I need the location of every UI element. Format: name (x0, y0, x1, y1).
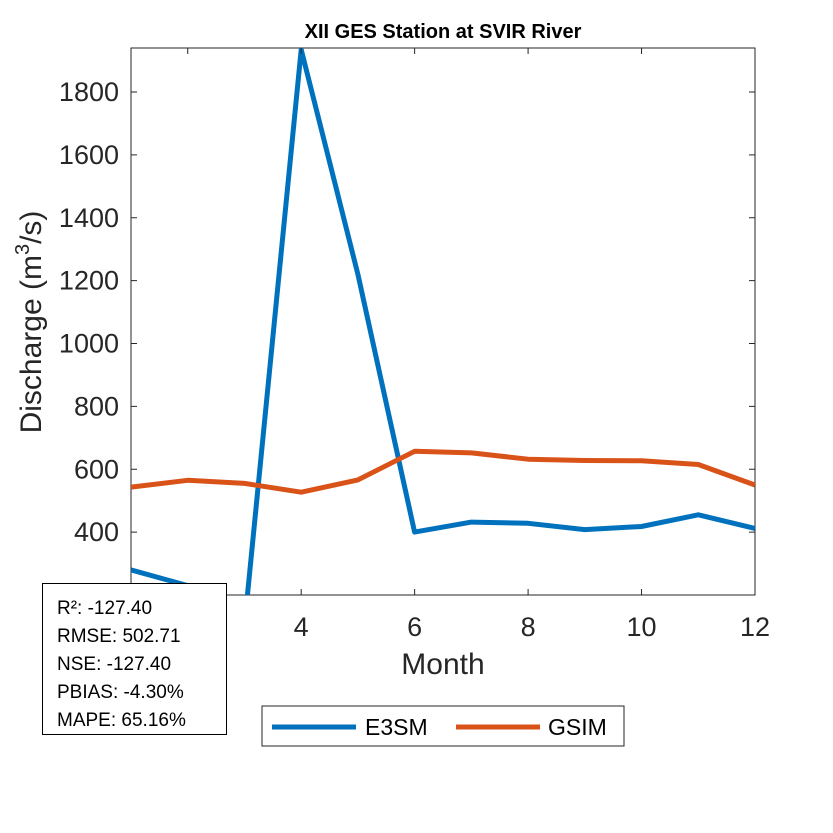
stat-pbias: PBIAS: -4.30% (57, 682, 184, 703)
series-line-e3sm (131, 48, 755, 595)
legend-label-e3sm: E3SM (365, 714, 428, 740)
y-tick-label: 1600 (59, 140, 119, 170)
series-layer (131, 48, 755, 595)
x-tick-label: 6 (407, 612, 422, 642)
chart-title: XII GES Station at SVIR River (305, 21, 582, 43)
legend: E3SM GSIM (261, 705, 625, 747)
stat-rmse: RMSE: 502.71 (57, 626, 181, 647)
y-axis-label-main: Discharge (m (15, 255, 48, 433)
y-tick-label: 800 (74, 391, 119, 421)
y-tick-label: 1000 (59, 329, 119, 359)
y-axis-label-tail: /s) (15, 211, 48, 244)
x-axis-label: Month (401, 648, 484, 681)
y-tick-label: 1400 (59, 203, 119, 233)
stat-r2: R²: -127.40 (57, 598, 153, 619)
x-tick-label: 8 (521, 612, 536, 642)
y-axis-label: Discharge (m3/s) (12, 211, 48, 434)
series-line-gsim (131, 448, 755, 495)
x-tick-label: 4 (294, 612, 309, 642)
y-tick-label: 600 (74, 454, 119, 484)
stat-nse: NSE: -127.40 (57, 654, 172, 675)
y-tick-label: 400 (74, 517, 119, 547)
stat-mape: MAPE: 65.16% (57, 710, 186, 731)
y-axis-label-sup: 3 (12, 244, 34, 255)
legend-label-gsim: GSIM (548, 714, 607, 740)
x-tick-label: 12 (740, 612, 770, 642)
x-tick-label: 10 (627, 612, 657, 642)
y-tick-label: 1200 (59, 266, 119, 296)
plot-area (130, 47, 756, 596)
y-tick-label: 1800 (59, 77, 119, 107)
stats-box: R²: -127.40 RMSE: 502.71 NSE: -127.40 PB… (42, 583, 227, 735)
